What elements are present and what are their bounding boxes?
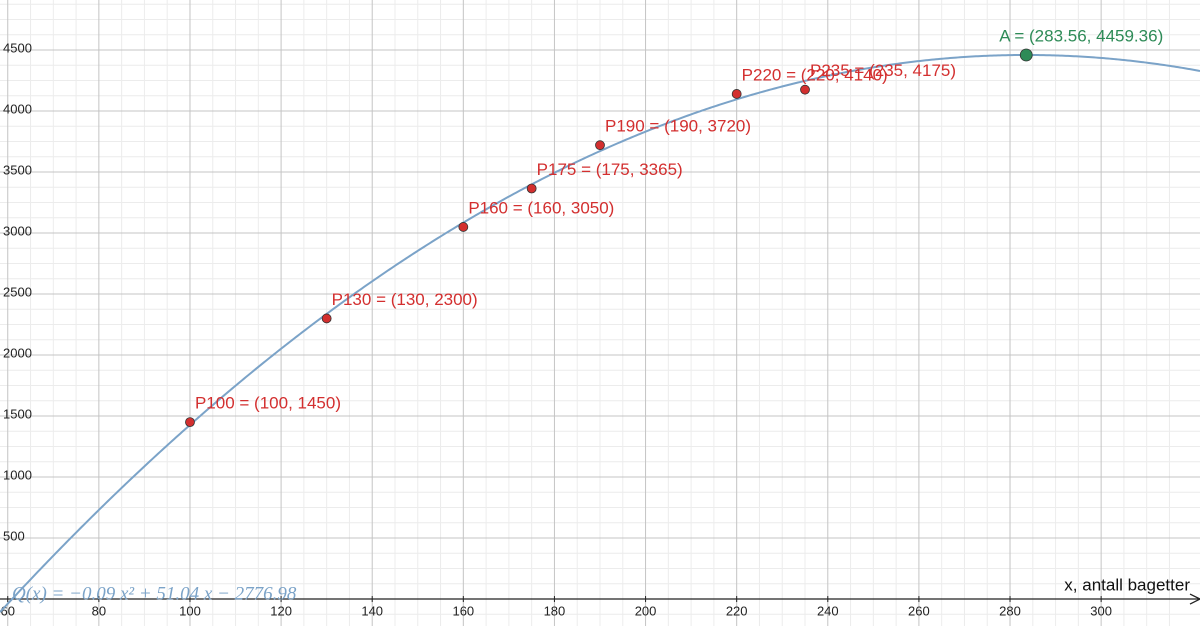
x-axis-label: x, antall bagetter: [1064, 576, 1190, 595]
point: [458, 222, 469, 232]
point-label: P100 = (100, 1450): [195, 394, 341, 413]
point: [595, 140, 605, 151]
point: [800, 84, 810, 95]
point: [185, 417, 195, 428]
x-tick-label: 280: [999, 603, 1021, 618]
point-label: A = (283.56, 4459.36): [999, 26, 1163, 45]
x-tick-label: 240: [817, 603, 839, 618]
point: [321, 313, 332, 324]
point: [731, 89, 742, 99]
function-label: Q(x) = −0.09 x² + 51.04 x − 2776.98: [12, 583, 297, 604]
x-tick-label: 100: [179, 603, 201, 618]
point-label: P235 = (235, 4175): [810, 61, 956, 80]
x-tick-label: 300: [1090, 603, 1112, 618]
point-label: P190 = (190, 3720): [605, 117, 751, 136]
y-tick-label: 3500: [3, 162, 32, 177]
point: [1019, 48, 1033, 62]
x-tick-label: 260: [908, 603, 930, 618]
x-tick-label: 120: [270, 603, 292, 618]
point-label: P175 = (175, 3365): [537, 160, 683, 179]
point-label: P220 = (220, 4140): [742, 65, 888, 84]
point-label: P130 = (130, 2300): [332, 290, 478, 309]
x-axis-arrow: [1189, 593, 1200, 605]
x-tick-label: 180: [544, 603, 566, 618]
y-tick-label: 4000: [3, 101, 32, 116]
x-tick-label: 160: [452, 603, 474, 618]
function-curve: [0, 53, 1200, 613]
y-tick-label: 4500: [3, 40, 32, 55]
x-tick-label: 60: [1, 603, 15, 618]
y-tick-label: 1500: [3, 406, 32, 421]
x-tick-label: 140: [361, 603, 383, 618]
y-tick-label: 500: [3, 528, 25, 543]
y-tick-label: 2500: [3, 284, 32, 299]
y-tick-label: 1000: [3, 467, 32, 482]
point: [526, 183, 537, 194]
x-tick-label: 200: [635, 603, 657, 618]
x-tick-label: 80: [92, 603, 106, 618]
y-tick-label: 3000: [3, 223, 32, 238]
x-tick-label: 220: [726, 603, 748, 618]
y-tick-label: 2000: [3, 345, 32, 360]
point-label: P160 = (160, 3050): [468, 198, 614, 217]
